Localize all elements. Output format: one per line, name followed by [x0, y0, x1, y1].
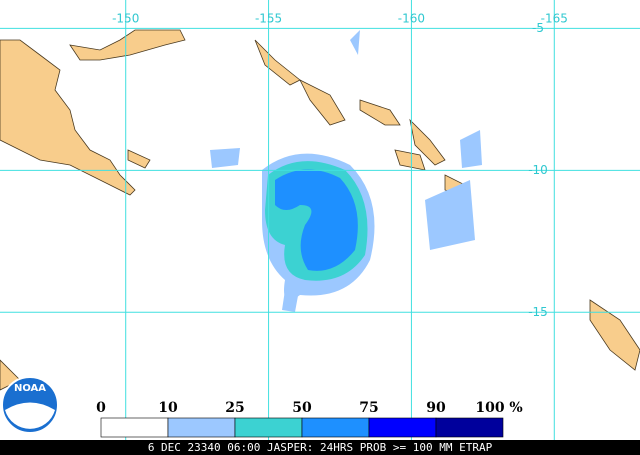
land	[359, 99, 401, 126]
legend-label: 10	[158, 400, 178, 416]
lon-label: -150	[112, 12, 139, 26]
legend-swatch	[368, 417, 437, 438]
lon-label: -155	[255, 12, 282, 26]
lon-label: -160	[398, 12, 425, 26]
land	[409, 118, 446, 166]
legend-swatch	[100, 417, 169, 438]
landmasses	[0, 29, 640, 391]
land	[69, 29, 186, 61]
legend-swatch	[301, 417, 370, 438]
legend-label: 50	[292, 400, 312, 416]
land	[0, 39, 136, 196]
footer-text: 6 DEC 23340 06:00 JASPER: 24HRS PROB >= …	[148, 441, 493, 454]
rain-probability	[210, 30, 482, 312]
graticule: -150 -155 -160 -165-5 -10 -15	[0, 0, 640, 440]
legend-label: 75	[359, 400, 378, 416]
legend-label: 0	[96, 400, 106, 416]
noaa-logo: NOAA	[1, 376, 59, 434]
lat-label: -10	[528, 163, 548, 177]
land	[299, 79, 346, 126]
land	[589, 299, 640, 371]
logo-wave	[5, 402, 55, 429]
legend-label: 90	[426, 400, 446, 416]
legend-swatch	[167, 417, 236, 438]
lat-label: -5	[532, 21, 544, 35]
legend-label: 100	[475, 400, 504, 416]
legend-label: 25	[225, 400, 244, 416]
land	[254, 39, 301, 86]
lat-label: -15	[528, 305, 548, 319]
legend-unit: %	[509, 400, 522, 416]
legend: 0 10 25 50 75 90 100%	[96, 400, 523, 438]
footer-bar	[0, 440, 640, 455]
legend-swatch	[435, 417, 504, 438]
logo-text: NOAA	[14, 383, 46, 394]
rain-area	[275, 169, 358, 271]
lon-label: -165	[541, 12, 568, 26]
legend-swatch	[234, 417, 303, 438]
land	[394, 149, 426, 171]
land	[127, 149, 151, 169]
